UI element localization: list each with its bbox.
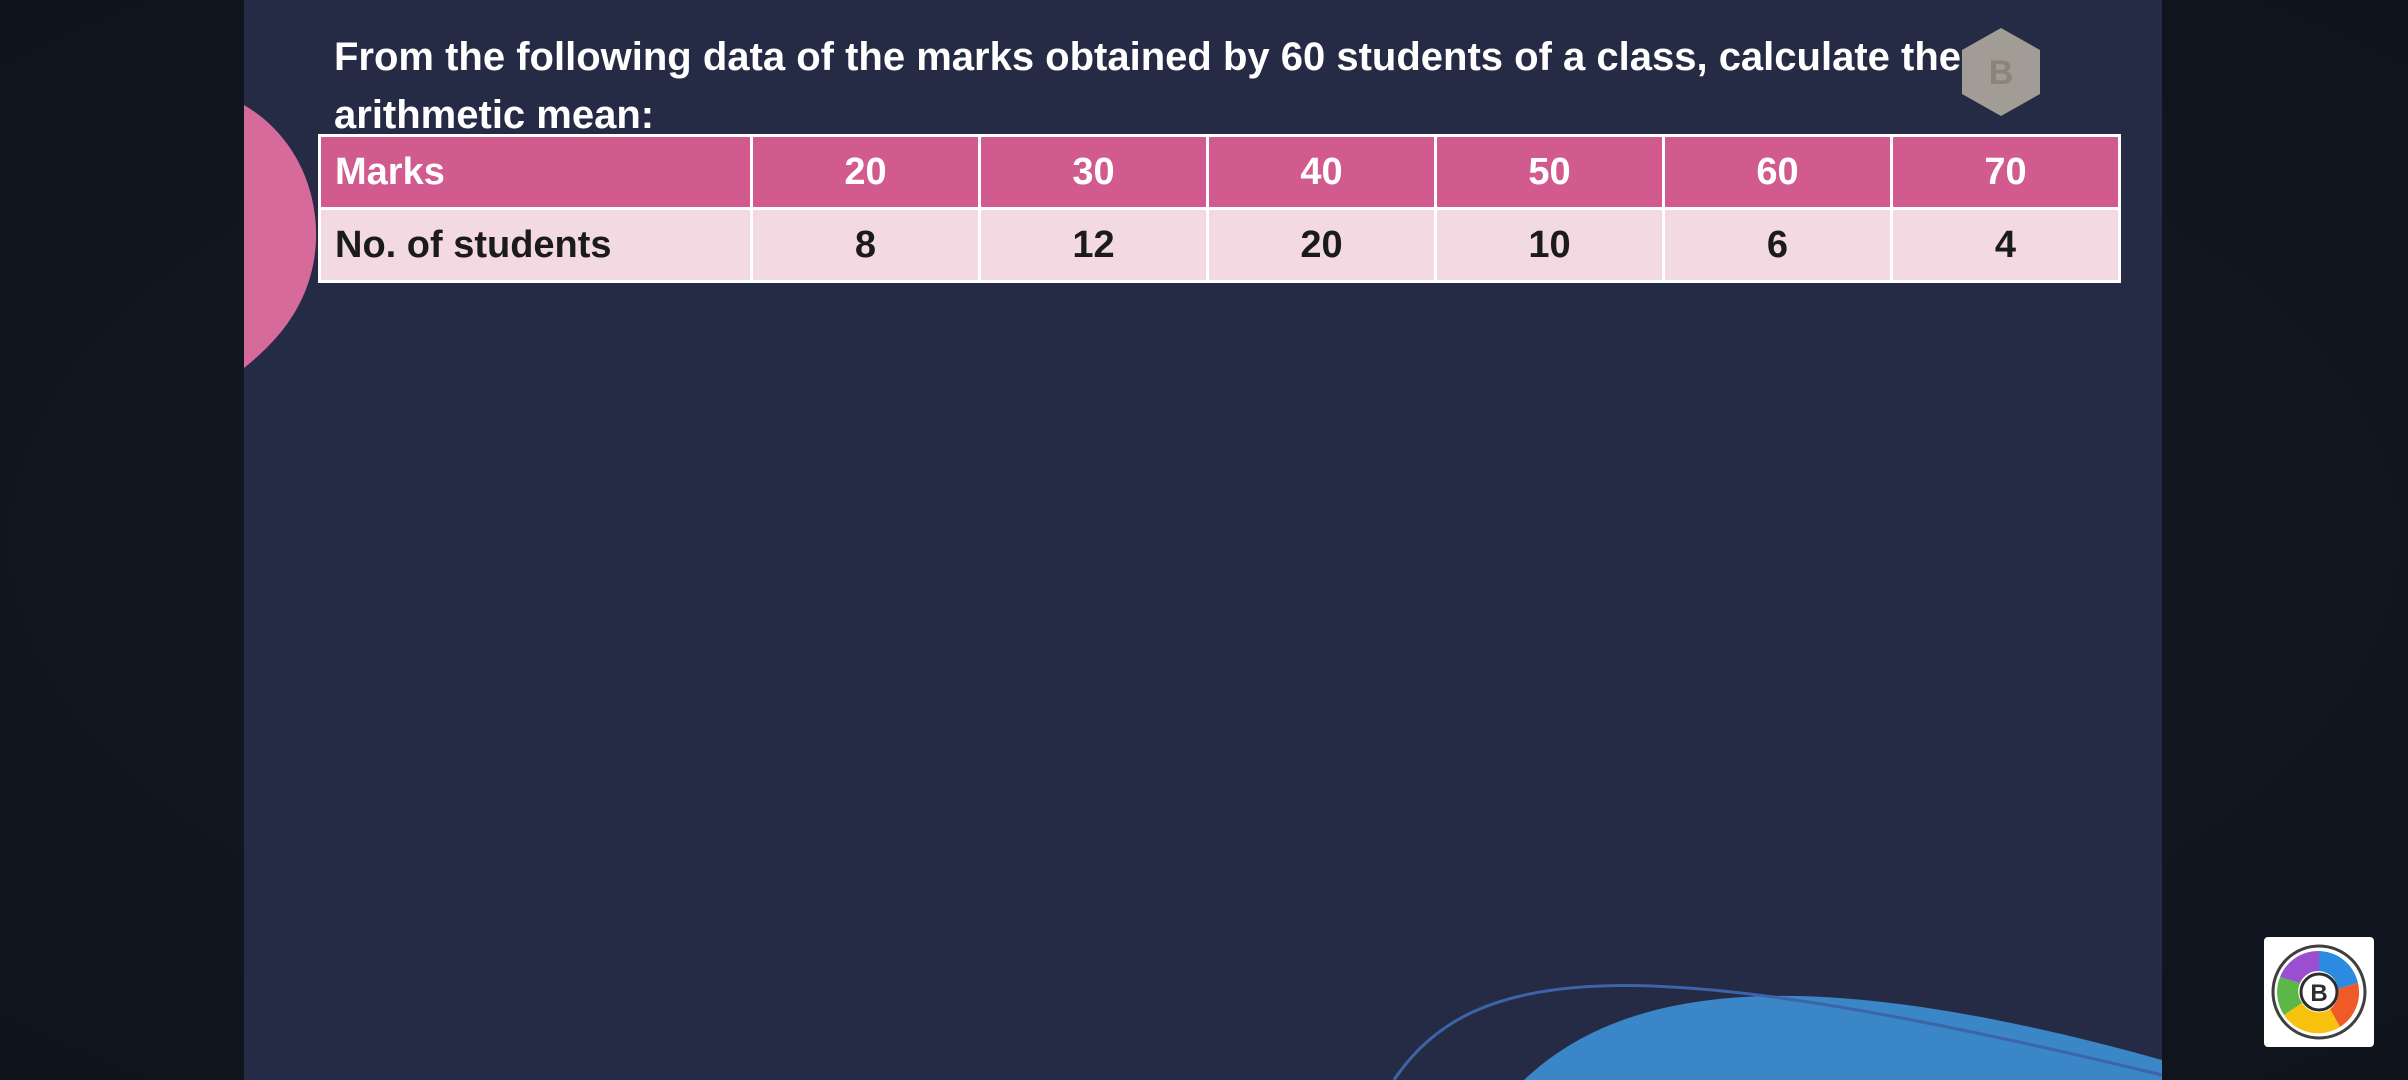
row-cell-label: No. of students (318, 207, 753, 283)
header-cell-label: Marks (318, 134, 753, 210)
question-text: From the following data of the marks obt… (334, 35, 1962, 137)
marks-header-row: Marks 20 30 40 50 60 70 (318, 134, 2121, 210)
header-cell: 20 (750, 134, 981, 210)
header-cell: 30 (978, 134, 1209, 210)
students-count-row: No. of students 8 12 20 10 6 4 (318, 207, 2121, 283)
header-cell: 50 (1434, 134, 1665, 210)
header-cell: 40 (1206, 134, 1437, 210)
badge-letter: B (1989, 54, 2014, 92)
swirl-logo-icon: B (2271, 944, 2367, 1040)
row-cell: 6 (1662, 207, 1893, 283)
row-cell: 4 (1890, 207, 2121, 283)
app-logo-button[interactable]: B (2264, 937, 2374, 1047)
row-cell: 12 (978, 207, 1209, 283)
presentation-slide: From the following data of the marks obt… (244, 0, 2162, 1080)
row-cell: 8 (750, 207, 981, 283)
marks-frequency-table: Marks 20 30 40 50 60 70 No. of students … (318, 134, 2121, 283)
hexagon-badge-icon: B (1962, 28, 2040, 116)
header-cell: 60 (1662, 134, 1893, 210)
logo-letter: B (2310, 980, 2327, 1007)
pink-decoration-shape (244, 105, 317, 368)
row-cell: 20 (1206, 207, 1437, 283)
header-cell: 70 (1890, 134, 2121, 210)
row-cell: 10 (1434, 207, 1665, 283)
